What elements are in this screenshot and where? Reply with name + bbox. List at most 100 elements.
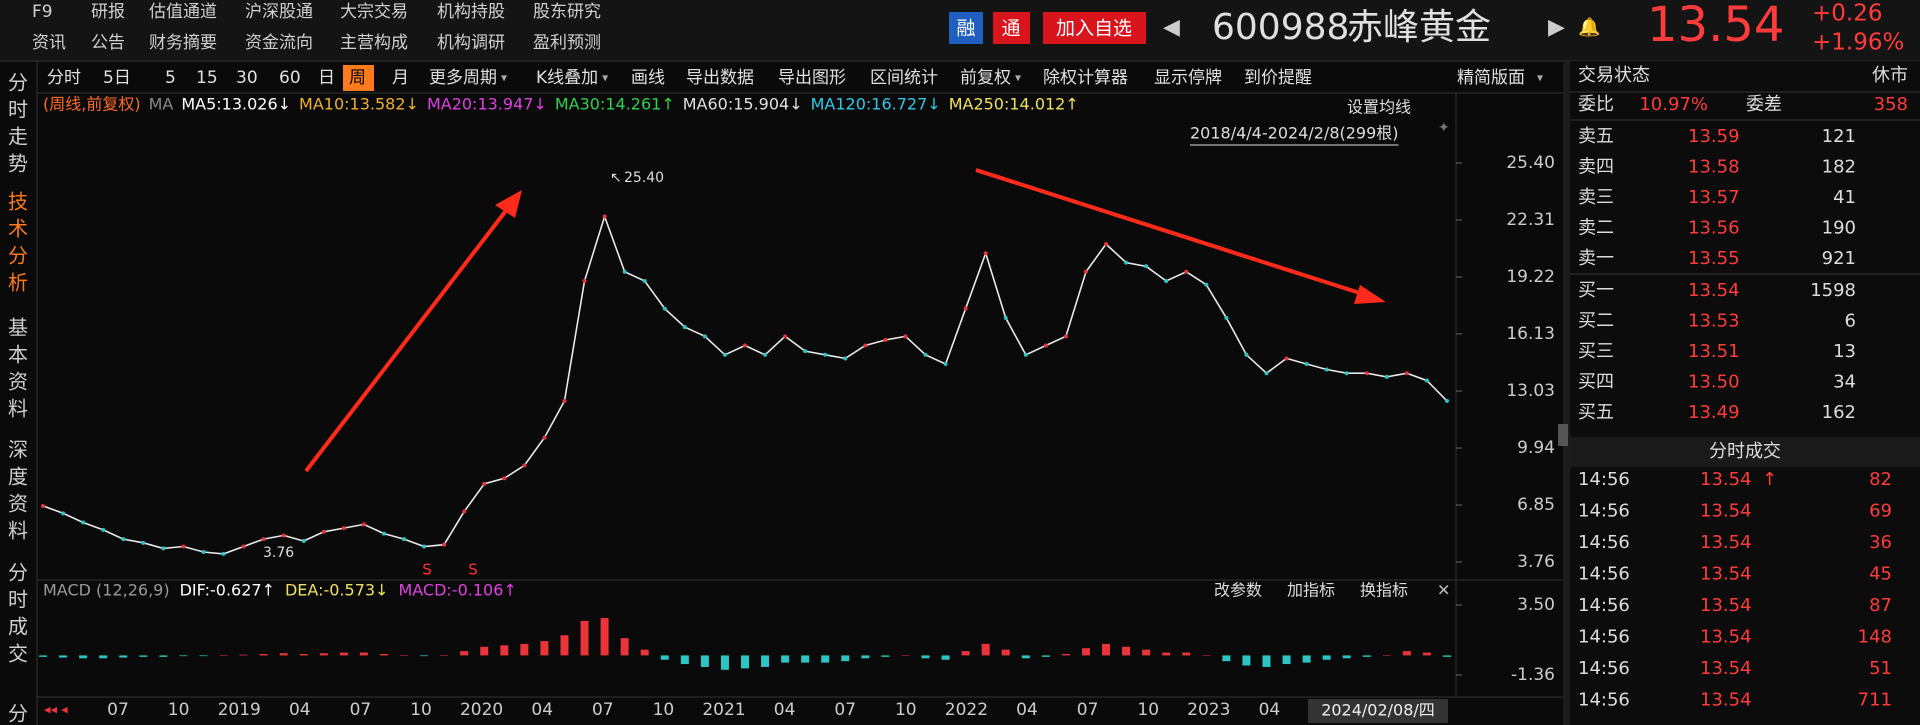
next-icon[interactable]: ▶ — [1548, 15, 1565, 40]
ma-setting[interactable]: 设置均线 — [1347, 98, 1411, 117]
book-price: 13.50 — [1688, 372, 1740, 393]
toolbar-item[interactable]: 5 — [165, 68, 176, 88]
toolbar-item[interactable]: 画线 — [631, 68, 665, 88]
toolbar-item[interactable]: 区间统计 — [870, 68, 938, 88]
prev-icon[interactable]: ◀ — [1163, 15, 1180, 40]
menu-item[interactable]: F9 — [32, 2, 53, 22]
macd-button[interactable]: 改参数 — [1214, 581, 1262, 600]
toolbar-item[interactable]: 除权计算器 — [1043, 68, 1128, 88]
toolbar-item[interactable]: 更多周期 — [429, 68, 497, 88]
macd-button[interactable]: 换指标 — [1360, 581, 1408, 600]
x-tick-label: 07 — [1077, 700, 1099, 720]
side-tab-char[interactable]: 技 — [8, 190, 28, 214]
toolbar-item[interactable]: 分时 — [47, 68, 81, 88]
menu-item[interactable]: 大宗交易 — [340, 2, 408, 22]
toolbar-item[interactable]: 导出图形 — [778, 68, 846, 88]
menu-item[interactable]: 主营构成 — [340, 33, 408, 53]
macd-bar — [680, 655, 689, 665]
add-watch-button[interactable]: 加入自选 — [1056, 18, 1132, 40]
menu-item[interactable]: 研报 — [91, 2, 125, 22]
side-tab-char[interactable]: 度 — [8, 465, 28, 489]
collapse-button[interactable] — [1558, 424, 1568, 446]
side-tab-char[interactable]: 资 — [8, 370, 28, 394]
macd-bar — [1102, 643, 1111, 656]
toolbar-item[interactable]: 前复权 — [960, 68, 1011, 88]
side-tab-char[interactable]: 成 — [8, 615, 28, 639]
menu-item[interactable]: 资讯 — [32, 33, 66, 53]
menu-item[interactable]: 公告 — [91, 33, 125, 53]
y-tick-label: 16.13 — [1506, 324, 1555, 344]
price-point — [281, 533, 286, 538]
side-tab-char[interactable]: 料 — [8, 397, 28, 421]
pin-icon[interactable]: ✦ — [1438, 120, 1450, 136]
menu-item[interactable]: 机构调研 — [437, 33, 505, 53]
side-tab-char[interactable]: 本 — [8, 343, 28, 367]
side-tab-char[interactable]: 势 — [8, 152, 28, 176]
toolbar-item[interactable]: 5日 — [103, 68, 131, 88]
side-tab-char[interactable]: 基 — [8, 316, 28, 340]
macd-bar — [119, 655, 128, 658]
toolbar-right[interactable]: 精简版面 — [1457, 68, 1525, 88]
toolbar-item[interactable]: 显示停牌 — [1154, 68, 1222, 88]
side-tab-char[interactable]: 分 — [8, 71, 28, 95]
trade-time: 14:56 — [1578, 564, 1630, 585]
price-point — [502, 476, 507, 481]
price-point — [1424, 378, 1429, 383]
trade-price: 13.54 — [1700, 658, 1752, 679]
price-point — [803, 349, 808, 354]
toolbar-item[interactable]: 30 — [236, 68, 258, 88]
macd-bar — [1162, 652, 1171, 656]
side-tab-char[interactable]: 料 — [8, 519, 28, 543]
side-tab-char[interactable]: 交 — [8, 642, 28, 666]
side-tab-char[interactable]: 分 — [8, 702, 28, 725]
ma-legend: MA20:13.947↓ — [427, 95, 547, 114]
price-point — [261, 537, 266, 542]
scroll-left-icon[interactable]: ◂◂ ◂ — [44, 703, 68, 718]
menu-item[interactable]: 资金流向 — [245, 33, 313, 53]
side-tab-char[interactable]: 分 — [8, 244, 28, 268]
book-volume: 921 — [1822, 248, 1856, 269]
toolbar-item[interactable]: 周 — [349, 68, 366, 88]
x-tick-label: 04 — [1016, 700, 1038, 720]
bell-icon[interactable]: 🔔 — [1578, 17, 1600, 38]
macd-button[interactable]: 加指标 — [1287, 581, 1335, 600]
toolbar-item[interactable]: 导出数据 — [686, 68, 754, 88]
toolbar-item[interactable]: 15 — [196, 68, 218, 88]
price-point — [482, 481, 487, 486]
side-tab-char[interactable]: 术 — [8, 217, 28, 241]
toolbar-item[interactable]: 月 — [392, 68, 409, 88]
range-label[interactable]: 2018/4/4-2024/2/8(299根) — [1190, 124, 1399, 143]
badge[interactable]: 融 — [956, 18, 975, 40]
book-label: 卖一 — [1578, 248, 1614, 269]
side-tab-char[interactable]: 析 — [8, 271, 28, 295]
dropdown-icon: ▾ — [1537, 71, 1543, 85]
menu-item[interactable]: 股东研究 — [533, 2, 601, 22]
side-tab-char[interactable]: 时 — [8, 588, 28, 612]
close-icon[interactable]: ✕ — [1437, 581, 1450, 600]
menu-item[interactable]: 沪深股通 — [245, 2, 313, 22]
menu-item[interactable]: 机构持股 — [437, 2, 505, 22]
toolbar-item[interactable]: 日 — [318, 68, 335, 88]
side-tab-char[interactable]: 分 — [8, 561, 28, 585]
menu-item[interactable]: 盈利预测 — [533, 33, 601, 53]
macd-bar — [981, 643, 990, 656]
toolbar-item[interactable]: 60 — [279, 68, 301, 88]
side-tab-char[interactable]: 时 — [8, 98, 28, 122]
toolbar-item[interactable]: 到价提醒 — [1244, 68, 1312, 88]
side-tab-char[interactable]: 深 — [8, 438, 28, 462]
macd-bar — [379, 653, 388, 656]
stock-code: 600988 — [1212, 7, 1349, 48]
book-volume: 1598 — [1810, 280, 1856, 301]
menu-item[interactable]: 估值通道 — [149, 2, 217, 22]
signal: S — [468, 561, 478, 579]
x-tick-label: 2023 — [1187, 700, 1230, 720]
trend-arrow — [304, 206, 510, 473]
toolbar-item[interactable]: K线叠加 — [536, 68, 598, 88]
badge[interactable]: 通 — [1001, 18, 1020, 40]
menu-item[interactable]: 财务摘要 — [149, 33, 217, 53]
side-tab-char[interactable]: 走 — [8, 125, 28, 149]
price-point — [1144, 264, 1149, 269]
price-point — [1344, 371, 1349, 376]
macd-bar — [359, 652, 368, 656]
side-tab-char[interactable]: 资 — [8, 492, 28, 516]
